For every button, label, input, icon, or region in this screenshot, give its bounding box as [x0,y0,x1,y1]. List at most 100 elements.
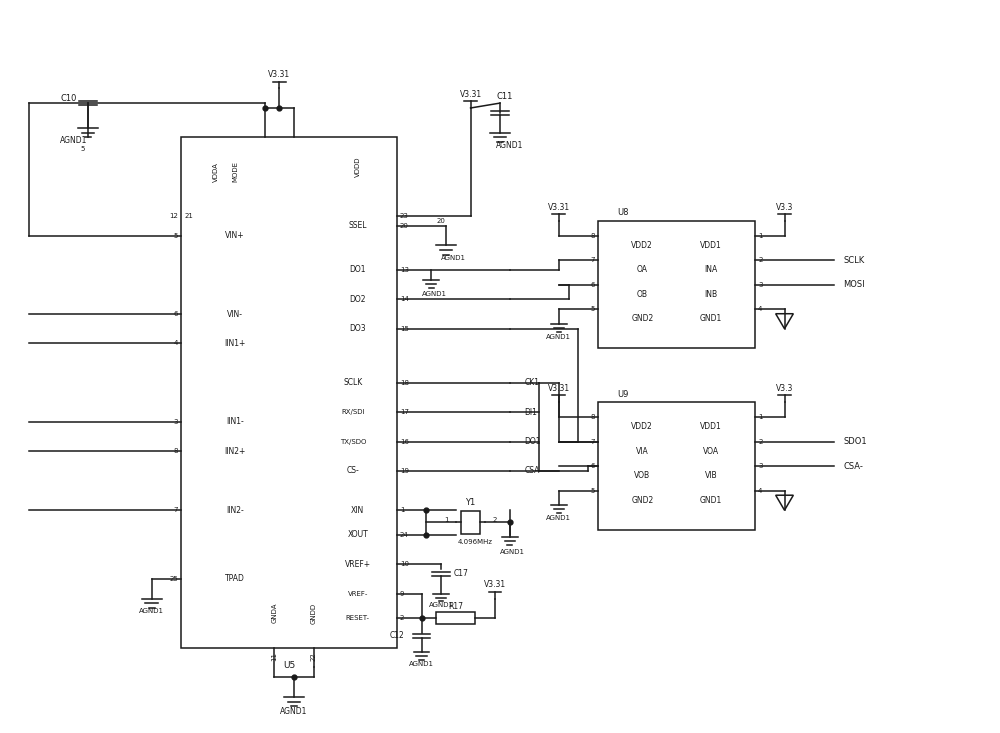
Text: GND2: GND2 [631,496,653,505]
Text: 6: 6 [591,463,595,469]
Text: Y1: Y1 [465,498,476,507]
Text: AGND1: AGND1 [60,136,87,145]
Text: DI1: DI1 [525,408,537,416]
Text: R17: R17 [448,602,463,611]
Text: 8: 8 [591,232,595,238]
Bar [598,402,755,530]
Text: C10: C10 [60,94,77,103]
Text: DO1: DO1 [349,265,366,274]
Text: 4: 4 [758,306,762,312]
Text: 3: 3 [758,281,763,287]
Text: VIN+: VIN+ [225,231,245,240]
Text: 7: 7 [591,438,595,444]
Text: 8: 8 [174,449,178,454]
Text: GNDA: GNDA [271,603,277,624]
Text: AGND1: AGND1 [139,608,164,614]
Text: MODE: MODE [232,161,238,183]
Text: SDO1: SDO1 [843,437,867,446]
Text: 7: 7 [591,257,595,263]
Text: SCLK: SCLK [343,378,362,387]
Text: IIN2+: IIN2+ [224,447,246,456]
Text: 1: 1 [758,414,763,420]
Text: TX/SDO: TX/SDO [340,438,366,444]
Text: V3.31: V3.31 [548,384,570,393]
Text: 25: 25 [169,576,178,582]
Text: 18: 18 [400,380,409,386]
Text: VOA: VOA [703,447,719,456]
Text: AGND1: AGND1 [546,515,571,521]
Text: 1: 1 [758,232,763,238]
Text: V3.31: V3.31 [484,581,506,589]
Text: 10: 10 [400,561,409,567]
Text: VOB: VOB [634,471,650,480]
Text: INA: INA [704,265,718,274]
Text: 16: 16 [400,438,409,444]
Text: OB: OB [637,290,648,299]
Text: VREF+: VREF+ [345,560,371,569]
Text: CSA: CSA [525,466,540,476]
Text: CK1: CK1 [525,378,540,387]
Text: V3.3: V3.3 [776,202,793,212]
Text: DO2: DO2 [349,295,366,303]
Text: 4: 4 [758,487,762,493]
Bar [181,137,397,647]
Text: 20: 20 [437,218,446,224]
Text: VDDA: VDDA [212,162,218,182]
Text: RX/SDI: RX/SDI [341,409,365,415]
Text: AGND1: AGND1 [409,661,434,667]
Text: VDD2: VDD2 [631,422,653,431]
Text: V3.31: V3.31 [548,202,570,212]
Text: IIN2-: IIN2- [226,506,244,515]
Text: 22: 22 [311,652,317,661]
Text: 3: 3 [174,419,178,425]
Text: VIB: VIB [705,471,717,480]
Text: GND2: GND2 [631,314,653,323]
Text: RESET-: RESET- [346,615,370,621]
Text: 1: 1 [400,507,404,513]
Text: 2: 2 [758,438,762,444]
Text: IIN1-: IIN1- [226,417,244,427]
Text: IIN1+: IIN1+ [224,339,246,348]
Text: GNDD: GNDD [311,603,317,624]
Text: AGND1: AGND1 [496,141,523,150]
Text: GND1: GND1 [700,496,722,505]
Text: 6: 6 [591,281,595,287]
Text: SSEL: SSEL [348,221,367,230]
Text: 23: 23 [400,213,409,219]
Polygon shape [776,314,793,328]
Text: U9: U9 [617,390,628,399]
Text: AGND1: AGND1 [429,603,454,608]
Polygon shape [776,496,793,510]
Bar [436,612,475,624]
Text: GND1: GND1 [700,314,722,323]
Text: V3.3: V3.3 [776,384,793,393]
Text: 7: 7 [174,507,178,513]
Text: VDD1: VDD1 [700,241,722,250]
Text: 9: 9 [400,591,404,597]
Text: VDDD: VDDD [355,157,361,177]
Text: 6: 6 [174,311,178,317]
Text: 2: 2 [758,257,762,263]
Text: C17: C17 [453,570,468,578]
Text: 1: 1 [444,517,448,523]
Text: INB: INB [704,290,717,299]
Text: 8: 8 [591,414,595,420]
Text: AGND1: AGND1 [441,255,466,261]
Text: 20: 20 [400,223,409,229]
Text: 4: 4 [174,340,178,347]
Text: 5: 5 [81,146,85,152]
Text: VREF-: VREF- [348,591,368,597]
Text: MOSI: MOSI [843,280,865,289]
Text: CS-: CS- [346,466,359,476]
Text: 2: 2 [400,615,404,621]
Text: AGND1: AGND1 [422,292,447,298]
Text: VDD2: VDD2 [631,241,653,250]
Text: 12: 12 [169,213,178,219]
Text: C12: C12 [390,631,404,641]
Text: XOUT: XOUT [347,530,368,539]
Text: 15: 15 [400,325,409,332]
Text: TPAD: TPAD [225,575,245,583]
Text: VIN-: VIN- [227,309,243,319]
Text: 3: 3 [758,463,763,469]
Text: 11: 11 [271,652,277,661]
